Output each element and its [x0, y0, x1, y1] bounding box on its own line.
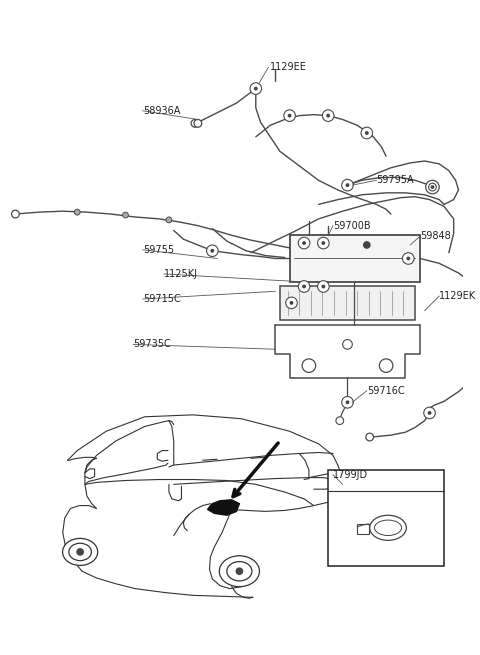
Circle shape: [191, 119, 199, 127]
Circle shape: [361, 127, 372, 139]
Circle shape: [326, 114, 330, 117]
Circle shape: [346, 183, 349, 187]
Circle shape: [363, 241, 371, 249]
Text: 1125KJ: 1125KJ: [164, 269, 198, 279]
Text: 59735C: 59735C: [133, 339, 171, 349]
Bar: [357, 524, 369, 534]
Circle shape: [289, 301, 293, 305]
Circle shape: [236, 567, 243, 575]
Circle shape: [323, 110, 334, 121]
Text: 59715C: 59715C: [143, 294, 180, 304]
Bar: [280, 286, 415, 320]
Circle shape: [403, 253, 414, 264]
Circle shape: [426, 180, 439, 194]
Text: 59700B: 59700B: [333, 221, 371, 231]
Ellipse shape: [374, 520, 402, 536]
Circle shape: [318, 237, 329, 249]
Circle shape: [346, 400, 349, 404]
Circle shape: [254, 86, 258, 90]
Circle shape: [318, 281, 329, 292]
Circle shape: [298, 281, 310, 292]
Circle shape: [302, 359, 316, 373]
Ellipse shape: [62, 538, 98, 565]
Circle shape: [302, 284, 306, 288]
Circle shape: [322, 284, 325, 288]
Circle shape: [407, 257, 410, 261]
Circle shape: [210, 249, 214, 253]
Circle shape: [336, 417, 344, 424]
Circle shape: [431, 185, 434, 189]
Text: 58936A: 58936A: [143, 106, 180, 116]
Circle shape: [122, 212, 128, 218]
Text: 59755: 59755: [143, 245, 174, 255]
Circle shape: [74, 209, 80, 215]
Circle shape: [379, 359, 393, 373]
Text: 1799JD: 1799JD: [333, 470, 368, 479]
Circle shape: [365, 131, 369, 135]
Ellipse shape: [69, 543, 91, 561]
Ellipse shape: [227, 561, 252, 581]
Circle shape: [250, 83, 262, 94]
Circle shape: [342, 396, 353, 408]
Circle shape: [286, 297, 297, 309]
Circle shape: [298, 237, 310, 249]
Text: 59795A: 59795A: [376, 176, 414, 185]
Circle shape: [284, 110, 295, 121]
Text: 59848: 59848: [420, 231, 451, 241]
Circle shape: [322, 241, 325, 245]
Circle shape: [429, 183, 436, 191]
Circle shape: [424, 407, 435, 419]
Circle shape: [428, 411, 432, 415]
Text: 1129EE: 1129EE: [270, 62, 307, 72]
Text: 59716C: 59716C: [367, 386, 405, 396]
Circle shape: [166, 217, 172, 223]
Circle shape: [206, 245, 218, 257]
Circle shape: [302, 241, 306, 245]
Circle shape: [342, 179, 353, 191]
Circle shape: [366, 433, 373, 441]
Circle shape: [288, 114, 291, 117]
Bar: [328, 470, 444, 567]
Circle shape: [12, 210, 19, 218]
Bar: [289, 235, 420, 282]
Text: 1129EK: 1129EK: [439, 291, 476, 301]
Circle shape: [343, 339, 352, 349]
Ellipse shape: [370, 515, 407, 540]
Circle shape: [76, 548, 84, 556]
Ellipse shape: [219, 556, 260, 587]
Circle shape: [194, 119, 202, 127]
Polygon shape: [207, 500, 240, 515]
